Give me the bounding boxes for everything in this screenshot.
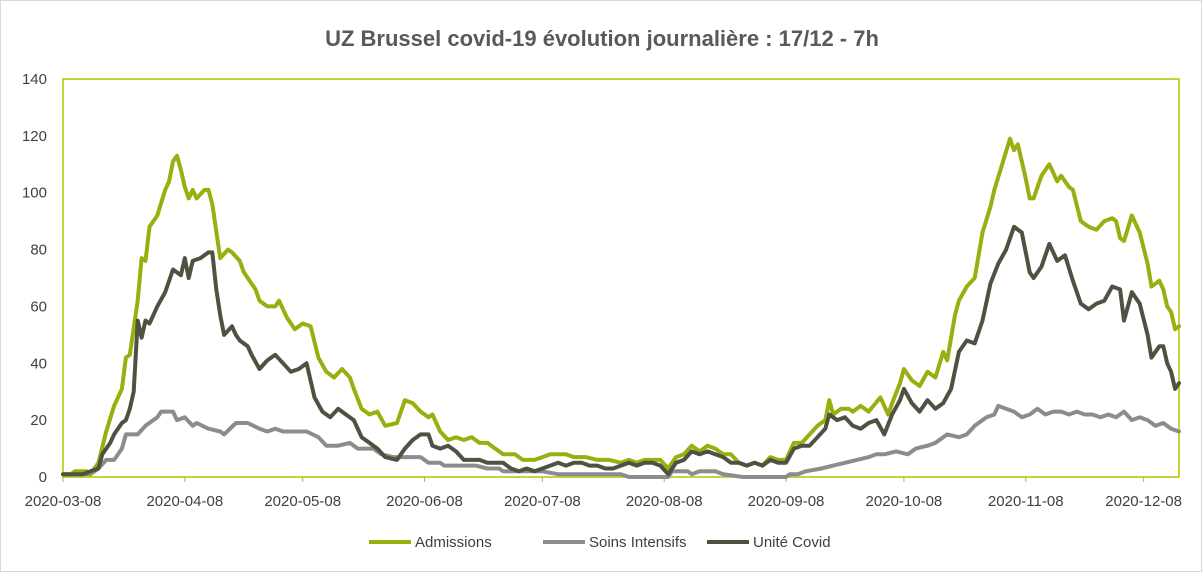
- x-tick-label: 2020-10-08: [866, 493, 943, 510]
- x-tick-label: 2020-12-08: [1105, 493, 1182, 510]
- y-tick-label: 120: [22, 128, 47, 145]
- x-tick-label: 2020-09-08: [748, 493, 825, 510]
- series-lines: [61, 136, 1181, 479]
- x-tick-label: 2020-08-08: [626, 493, 703, 510]
- x-tick-label: 2020-05-08: [264, 493, 341, 510]
- legend-label: Soins Intensifs: [589, 534, 687, 551]
- series-line-admissions: [61, 136, 1181, 477]
- chart-title: UZ Brussel covid-19 évolution journalièr…: [325, 26, 879, 51]
- legend-label: Admissions: [415, 534, 492, 551]
- y-tick-label: 100: [22, 185, 47, 202]
- legend: Admissions Soins Intensifs Unité Covid: [369, 534, 831, 551]
- y-tick-label: 140: [22, 71, 47, 88]
- y-tick-label: 80: [30, 242, 47, 259]
- x-tick-label: 2020-11-08: [988, 493, 1064, 510]
- y-tick-label: 60: [30, 298, 47, 315]
- legend-label: Unité Covid: [753, 534, 831, 551]
- y-axis: 0 20 40 60 80 100 120 140: [22, 71, 47, 486]
- series-line-soins-intensifs: [61, 403, 1181, 479]
- x-tick-label: 2020-03-08: [25, 493, 102, 510]
- plot-area: [62, 78, 1180, 478]
- x-tick-label: 2020-06-08: [386, 493, 463, 510]
- y-tick-label: 20: [30, 412, 47, 429]
- series-line-unité-covid: [61, 224, 1181, 477]
- y-tick-label: 0: [39, 469, 47, 486]
- x-tick-label: 2020-04-08: [146, 493, 223, 510]
- x-tick-label: 2020-07-08: [504, 493, 581, 510]
- y-tick-label: 40: [30, 355, 47, 372]
- plot-border: [62, 78, 1180, 478]
- x-axis: 2020-03-08 2020-04-08 2020-05-08 2020-06-08…: [25, 477, 1182, 510]
